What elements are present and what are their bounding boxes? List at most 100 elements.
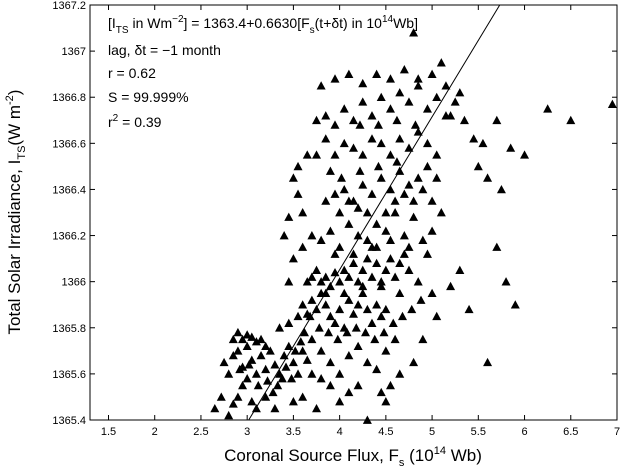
- data-point: [399, 65, 409, 74]
- data-point: [336, 173, 346, 182]
- data-point: [335, 397, 345, 406]
- data-point: [312, 265, 322, 274]
- data-point: [355, 166, 365, 175]
- y-tick-label: 1366.8: [52, 92, 86, 104]
- data-point: [244, 360, 254, 369]
- data-point: [288, 254, 298, 263]
- data-point: [427, 288, 437, 298]
- data-point: [373, 120, 383, 129]
- data-point: [298, 242, 308, 251]
- data-point: [325, 380, 335, 390]
- data-point: [385, 104, 395, 113]
- data-point: [427, 196, 437, 205]
- data-point: [432, 92, 442, 102]
- data-point: [413, 74, 423, 83]
- data-point: [376, 92, 386, 102]
- data-point: [367, 318, 377, 327]
- data-point: [335, 277, 345, 286]
- x-tick-label: 2: [152, 426, 158, 438]
- data-point: [344, 295, 354, 304]
- data-point: [367, 111, 377, 120]
- data-point: [242, 330, 252, 339]
- data-point: [270, 360, 280, 369]
- data-point: [298, 346, 308, 355]
- data-point: [344, 387, 354, 397]
- data-point: [353, 300, 363, 309]
- y-tick-label: 1366: [62, 277, 86, 289]
- data-point: [436, 58, 446, 67]
- plot-background: [90, 5, 617, 420]
- data-point: [312, 150, 322, 159]
- data-point: [399, 189, 409, 198]
- data-point: [224, 410, 234, 420]
- data-point: [353, 203, 363, 212]
- x-tick-label: 5: [429, 426, 435, 438]
- data-point: [302, 277, 312, 286]
- data-point: [325, 166, 335, 175]
- x-tick-label: 1.5: [101, 426, 116, 438]
- data-point: [358, 265, 368, 274]
- data-point: [390, 196, 400, 205]
- data-point: [376, 277, 386, 286]
- data-point: [296, 337, 306, 346]
- data-point: [312, 403, 322, 413]
- data-point: [277, 374, 287, 383]
- data-point: [253, 380, 263, 390]
- data-point: [367, 272, 377, 281]
- data-point: [362, 208, 372, 217]
- data-point: [344, 350, 354, 360]
- data-point: [385, 150, 395, 159]
- data-point: [418, 184, 428, 194]
- data-point: [358, 97, 368, 106]
- plot-frame: [89, 4, 618, 421]
- data-point: [228, 350, 238, 360]
- data-point: [330, 318, 340, 327]
- data-point: [321, 134, 331, 143]
- data-point: [355, 120, 365, 129]
- data-point: [422, 138, 432, 148]
- data-point: [376, 387, 386, 397]
- data-point: [335, 304, 345, 314]
- data-point: [381, 226, 391, 235]
- data-point: [349, 258, 358, 268]
- data-point: [385, 184, 395, 194]
- data-point: [284, 212, 294, 221]
- data-point: [302, 150, 312, 159]
- data-point: [287, 374, 297, 383]
- data-point: [367, 189, 377, 198]
- data-point: [284, 277, 294, 286]
- data-point: [330, 74, 340, 83]
- data-point: [361, 327, 371, 337]
- data-point: [256, 350, 266, 360]
- data-point: [263, 376, 273, 385]
- data-point: [373, 161, 383, 171]
- data-point: [349, 143, 358, 152]
- data-point: [381, 397, 391, 406]
- data-point: [413, 173, 423, 182]
- data-point: [446, 281, 456, 291]
- data-point: [407, 304, 417, 314]
- data-point: [395, 134, 405, 143]
- data-point: [307, 231, 317, 240]
- data-point: [330, 120, 340, 129]
- data-point: [284, 318, 294, 327]
- data-point: [219, 357, 229, 367]
- axis-ticks: 1.5 2 2.5 3 3.5 4 4.5 5 5.5 6 6.5 7 1365.4 1365.6 1365…: [52, 0, 620, 438]
- data-point: [307, 295, 317, 304]
- data-point: [390, 334, 400, 344]
- data-point: [353, 341, 363, 351]
- data-point: [316, 277, 326, 286]
- data-point: [506, 143, 516, 152]
- data-point: [376, 281, 386, 291]
- data-point: [333, 334, 343, 344]
- data-point: [344, 69, 354, 78]
- data-point: [316, 346, 326, 355]
- data-point: [492, 115, 502, 125]
- data-point: [358, 288, 368, 298]
- data-point: [381, 346, 391, 355]
- data-point: [392, 115, 402, 125]
- data-point: [404, 265, 414, 274]
- data-point: [399, 231, 409, 240]
